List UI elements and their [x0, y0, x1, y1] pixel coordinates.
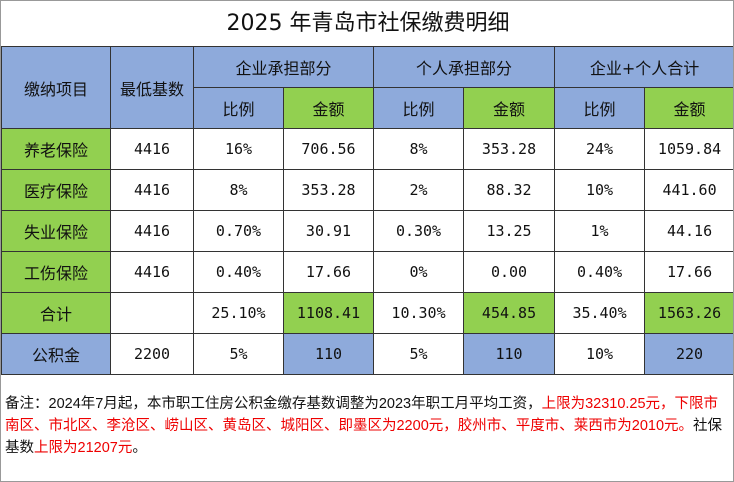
header-item: 缴纳项目 [1, 46, 111, 129]
header-ratio: 比例 [373, 87, 465, 129]
cell-c-ratio: 8% [193, 169, 284, 211]
header-total: 企业+个人合计 [554, 46, 733, 88]
cell-p-ratio: 2% [373, 169, 465, 211]
cell-p-amt: 110 [463, 333, 556, 375]
header-base: 最低基数 [110, 46, 194, 129]
cell-name: 失业保险 [1, 210, 111, 252]
note: 备注：2024年7月起，本市职工住房公积金缴存基数调整为2023年职工月平均工资… [5, 393, 725, 459]
cell-name: 公积金 [1, 333, 111, 375]
cell-base: 4416 [110, 169, 194, 211]
note-social-limit: 上限为21207元 [34, 440, 133, 456]
cell-c-amt: 110 [282, 333, 375, 375]
cell-t-amt: 1059.84 [644, 128, 733, 170]
cell-base: 4416 [110, 210, 194, 252]
cell-p-amt: 88.32 [463, 169, 556, 211]
subheader-row: 比例 金额 比例 金额 比例 金额 [2, 87, 733, 129]
cell-t-amt: 441.60 [644, 169, 733, 211]
cell-t-ratio: 35.40% [554, 292, 646, 334]
note-text: 。 [132, 440, 147, 456]
total-row: 合计 25.10% 1108.41 10.30% 454.85 35.40% 1563.26 [1, 292, 733, 334]
cell-p-amt: 13.25 [463, 210, 556, 252]
header-row: 缴纳项目 最低基数 企业承担部分 个人承担部分 企业+个人合计 [1, 46, 733, 129]
cell-base: 2200 [110, 333, 194, 375]
header-amount: 金额 [463, 87, 556, 129]
cell-t-amt: 17.66 [644, 251, 733, 293]
cell-p-ratio: 5% [373, 333, 465, 375]
cell-name: 养老保险 [1, 128, 111, 170]
social-insurance-table: 缴纳项目 最低基数 企业承担部分 个人承担部分 企业+个人合计 比例 金额 比例… [1, 46, 733, 375]
cell-t-amt: 44.16 [644, 210, 733, 252]
cell-c-ratio: 0.70% [193, 210, 284, 252]
table-row: 工伤保险 4416 0.40% 17.66 0% 0.00 0.40% 17.66 [1, 251, 733, 293]
cell-t-ratio: 10% [554, 169, 646, 211]
cell-p-amt: 0.00 [463, 251, 556, 293]
table-row: 医疗保险 4416 8% 353.28 2% 88.32 10% 441.60 [1, 169, 733, 211]
cell-p-ratio: 0% [373, 251, 465, 293]
cell-name: 合计 [1, 292, 111, 334]
cell-c-ratio: 16% [193, 128, 284, 170]
cell-p-ratio: 10.30% [373, 292, 465, 334]
table-row: 失业保险 4416 0.70% 30.91 0.30% 13.25 1% 44.16 [1, 210, 733, 252]
cell-p-ratio: 0.30% [373, 210, 465, 252]
page-title: 2025 年青岛市社保缴费明细 [226, 11, 510, 36]
cell-c-amt: 30.91 [282, 210, 375, 252]
cell-t-amt: 220 [644, 333, 733, 375]
cell-p-amt: 353.28 [463, 128, 556, 170]
cell-c-ratio: 25.10% [193, 292, 284, 334]
note-text: 备注：2024年7月起，本市职工住房公积金缴存基数调整为2023年职工月平均工资… [5, 396, 542, 412]
header-amount: 金额 [282, 87, 375, 129]
header-ratio: 比例 [193, 87, 284, 129]
fund-row: 公积金 2200 5% 110 5% 110 10% 220 [1, 333, 733, 375]
cell-base: 4416 [110, 128, 194, 170]
cell-t-ratio: 0.40% [554, 251, 646, 293]
cell-t-amt: 1563.26 [644, 292, 733, 334]
cell-c-amt: 17.66 [282, 251, 375, 293]
note-text: 社保基数 [5, 418, 723, 456]
cell-t-ratio: 1% [554, 210, 646, 252]
header-ratio: 比例 [554, 87, 646, 129]
cell-base [110, 292, 194, 334]
header-company: 企业承担部分 [192, 46, 375, 88]
table-row: 养老保险 4416 16% 706.56 8% 353.28 24% 1059.84 [1, 128, 733, 170]
note-limits: 上限为32310.25元，下限市南区、市北区、李沧区、崂山区、黄岛区、城阳区、即… [5, 396, 719, 434]
cell-c-amt: 706.56 [282, 128, 375, 170]
cell-c-ratio: 5% [193, 333, 284, 375]
cell-p-amt: 454.85 [463, 292, 556, 334]
cell-t-ratio: 10% [554, 333, 646, 375]
cell-t-ratio: 24% [554, 128, 646, 170]
cell-base: 4416 [110, 251, 194, 293]
cell-p-ratio: 8% [373, 128, 465, 170]
cell-c-amt: 1108.41 [282, 292, 375, 334]
header-amount: 金额 [644, 87, 733, 129]
cell-c-amt: 353.28 [282, 169, 375, 211]
header-personal: 个人承担部分 [373, 46, 556, 88]
cell-c-ratio: 0.40% [193, 251, 284, 293]
cell-name: 工伤保险 [1, 251, 111, 293]
cell-name: 医疗保险 [1, 169, 111, 211]
